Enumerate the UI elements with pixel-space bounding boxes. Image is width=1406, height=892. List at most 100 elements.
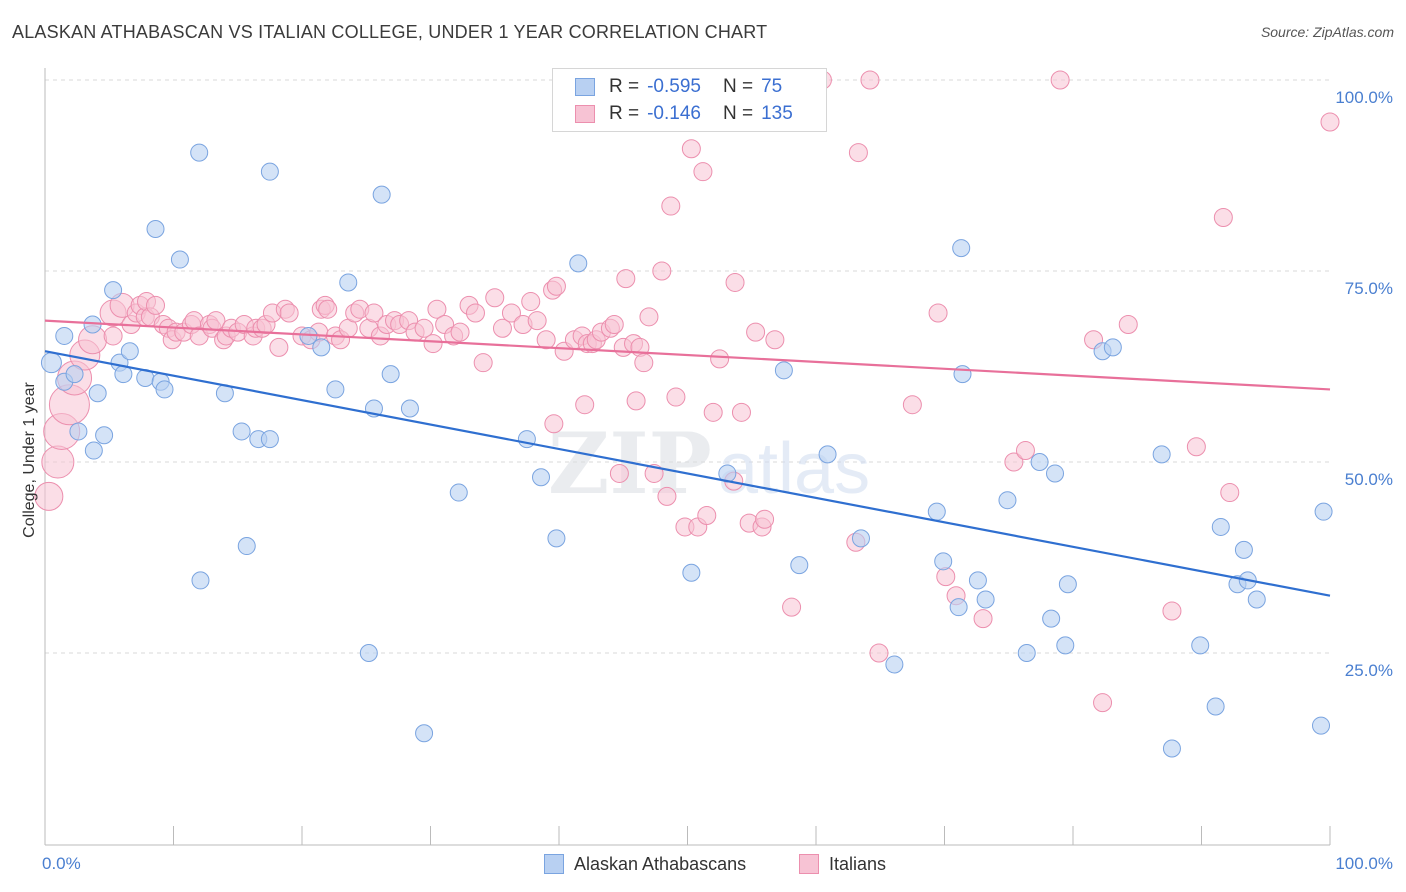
data-point-alaskan <box>1152 445 1171 464</box>
data-point-italians <box>973 609 993 629</box>
data-point-italians <box>1015 441 1035 461</box>
data-point-alaskan <box>1056 636 1075 655</box>
data-point-italians <box>103 326 123 346</box>
data-point-italians <box>1213 208 1233 228</box>
chart-title: ALASKAN ATHABASCAN VS ITALIAN COLLEGE, U… <box>12 22 768 42</box>
bottom-legend-label-italians: Italians <box>829 853 887 874</box>
data-point-italians <box>536 330 556 350</box>
data-point-italians <box>703 402 723 422</box>
data-point-italians <box>609 463 629 483</box>
series-alaskan-points <box>40 143 1333 758</box>
watermark-atlas: atlas <box>718 429 870 509</box>
y-tick-label: 25.0% <box>1345 661 1393 680</box>
x-tick-label: 0.0% <box>42 854 81 873</box>
data-point-alaskan <box>1017 644 1036 662</box>
data-point-italians <box>848 143 868 163</box>
data-point-alaskan <box>885 655 904 674</box>
data-point-italians <box>710 349 730 369</box>
data-point-alaskan <box>851 529 870 548</box>
data-point-italians <box>1220 483 1240 503</box>
data-point-italians <box>575 395 595 415</box>
data-point-alaskan <box>326 380 345 399</box>
data-point-italians <box>869 643 889 663</box>
data-point-italians <box>544 414 564 434</box>
data-point-alaskan <box>88 384 107 403</box>
data-point-alaskan <box>1046 464 1065 483</box>
data-point-alaskan <box>953 365 972 384</box>
trend-line-italians <box>44 319 1331 391</box>
data-point-italians <box>427 299 447 319</box>
data-point-italians <box>527 311 547 331</box>
data-point-alaskan <box>190 143 209 162</box>
legend-row-italians: R = -0.146 N = 135 <box>575 102 793 126</box>
data-point-alaskan <box>372 185 391 204</box>
data-point-alaskan <box>232 422 251 441</box>
y-tick-label: 100.0% <box>1335 88 1393 107</box>
data-point-alaskan <box>260 162 279 181</box>
data-point-italians <box>936 567 956 587</box>
data-point-italians <box>473 353 493 373</box>
data-point-italians <box>725 272 745 292</box>
data-point-italians <box>546 276 566 296</box>
data-point-italians <box>765 330 785 350</box>
data-point-alaskan <box>95 426 114 445</box>
data-point-italians <box>1186 437 1206 457</box>
data-point-italians <box>616 269 636 289</box>
data-point-italians <box>639 307 659 327</box>
data-point-alaskan <box>569 254 588 273</box>
legend-r-label: R = <box>609 76 640 97</box>
legend-row-alaskan: R = -0.595 N = 75 <box>575 75 782 99</box>
data-point-italians <box>1118 314 1138 334</box>
legend-swatch-italians <box>575 105 595 123</box>
bottom-legend-italians: Italians <box>799 852 886 876</box>
data-point-italians <box>269 337 289 357</box>
legend-swatch-alaskan <box>575 78 595 96</box>
data-point-alaskan <box>532 468 551 487</box>
bottom-swatch-alaskan <box>544 854 564 874</box>
data-point-italians <box>1162 601 1182 621</box>
data-point-alaskan <box>818 445 837 464</box>
data-point-italians <box>1050 70 1070 90</box>
data-point-alaskan <box>146 219 165 238</box>
data-point-italians <box>746 322 766 342</box>
data-point-italians <box>604 314 624 334</box>
data-point-alaskan <box>682 563 701 582</box>
data-point-alaskan <box>359 644 378 662</box>
data-point-alaskan <box>1162 739 1181 758</box>
legend-r-value: -0.146 <box>647 103 701 124</box>
data-point-italians <box>755 509 775 529</box>
data-point-italians <box>681 139 701 159</box>
legend-n-label: N = <box>722 103 754 124</box>
data-point-alaskan <box>1030 453 1049 471</box>
data-point-alaskan <box>1191 636 1210 655</box>
data-point-alaskan <box>65 365 84 384</box>
source-credit: Source: ZipAtlas.com <box>1260 24 1394 40</box>
data-point-italians <box>414 318 434 338</box>
data-point-alaskan <box>1312 716 1331 735</box>
data-point-alaskan <box>1247 590 1266 609</box>
data-point-alaskan <box>1103 338 1122 357</box>
data-point-italians <box>521 292 541 312</box>
bottom-legend-alaskan: Alaskan Athabascans <box>544 852 746 876</box>
data-point-italians <box>1320 112 1340 132</box>
data-point-alaskan <box>191 571 210 590</box>
trend-lines <box>44 319 1331 597</box>
data-point-alaskan <box>1314 502 1333 521</box>
data-point-italians <box>731 402 751 422</box>
data-point-italians <box>1093 693 1113 713</box>
data-point-italians <box>693 162 713 182</box>
legend-n-value: 135 <box>761 103 793 124</box>
bottom-swatch-italians <box>799 854 819 874</box>
data-point-alaskan <box>260 430 279 449</box>
data-point-alaskan <box>339 273 358 292</box>
data-point-italians <box>697 505 717 525</box>
data-point-alaskan <box>40 352 62 374</box>
data-point-italians <box>860 70 880 90</box>
data-point-alaskan <box>998 491 1017 510</box>
data-point-alaskan <box>84 441 103 460</box>
bottom-legend-label-alaskan: Alaskan Athabascans <box>574 853 747 874</box>
data-point-italians <box>902 395 922 415</box>
y-tick-label: 50.0% <box>1345 470 1393 489</box>
data-point-alaskan <box>934 552 953 571</box>
data-point-italians <box>1004 452 1024 472</box>
